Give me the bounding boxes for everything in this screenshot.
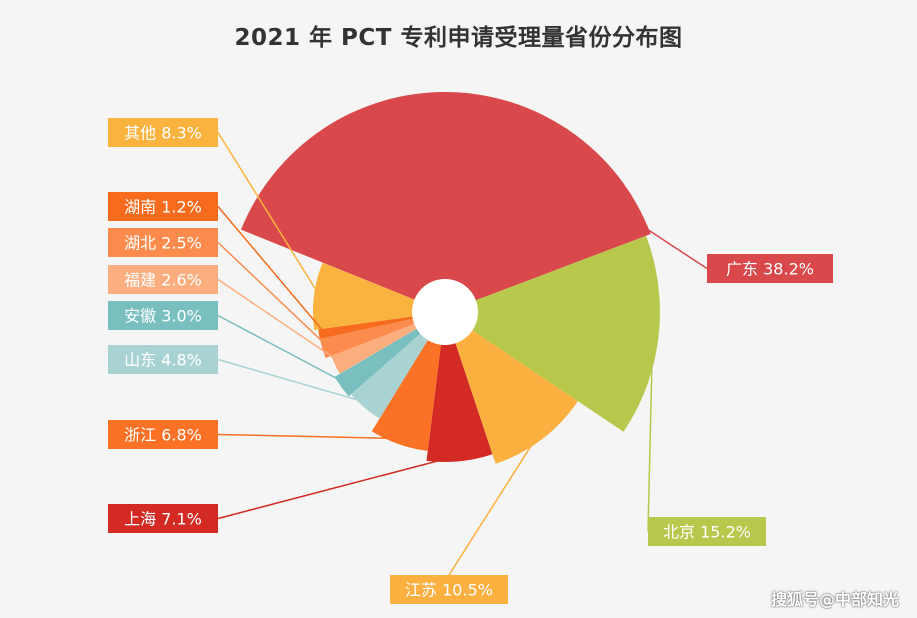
leader-line-上海 — [217, 454, 460, 520]
label-box-安徽 — [108, 301, 218, 330]
leader-line-山东 — [217, 358, 369, 404]
slice-江苏 — [445, 312, 578, 464]
slice-label-上海: 上海 7.1% — [124, 510, 202, 529]
label-box-山东 — [108, 345, 218, 374]
slice-label-江苏: 江苏 10.5% — [405, 581, 493, 600]
slice-北京 — [445, 235, 660, 432]
slice-label-安徽: 安徽 3.0% — [124, 307, 202, 326]
slice-上海 — [426, 312, 493, 463]
watermark: 搜狐号@中部知光 — [770, 590, 899, 609]
slice-label-北京: 北京 15.2% — [663, 523, 751, 542]
slice-label-山东: 山东 4.8% — [124, 351, 202, 370]
leader-line-江苏 — [448, 434, 539, 576]
leader-line-广东 — [446, 97, 708, 270]
label-box-其他 — [108, 118, 218, 147]
label-box-浙江 — [108, 420, 218, 449]
leader-line-安徽 — [217, 314, 347, 385]
leader-line-浙江 — [217, 433, 401, 440]
slice-label-湖北: 湖北 2.5% — [124, 234, 202, 253]
slice-label-广东: 广东 38.2% — [726, 260, 814, 279]
slice-山东 — [351, 312, 445, 419]
label-box-福建 — [108, 265, 218, 294]
label-box-北京 — [648, 517, 766, 546]
leader-line-北京 — [647, 335, 654, 532]
label-box-湖北 — [108, 228, 218, 257]
slice-label-湖南: 湖南 1.2% — [124, 198, 202, 217]
leader-line-湖北 — [217, 241, 329, 348]
label-box-江苏 — [390, 575, 508, 604]
slice-安徽 — [334, 312, 445, 397]
slice-label-其他: 其他 8.3% — [124, 124, 202, 143]
leader-line-福建 — [217, 278, 341, 364]
slice-label-浙江: 浙江 6.8% — [124, 426, 202, 445]
slice-label-福建: 福建 2.6% — [124, 271, 202, 290]
slice-浙江 — [371, 312, 445, 451]
leader-line-其他 — [217, 132, 321, 297]
label-box-上海 — [108, 504, 218, 533]
slice-广东 — [241, 91, 651, 312]
chart-title: 2021 年 PCT 专利申请受理量省份分布图 — [234, 25, 683, 51]
label-box-湖南 — [108, 192, 218, 221]
leader-line-湖南 — [217, 206, 326, 334]
label-box-广东 — [707, 254, 833, 283]
slice-湖北 — [319, 312, 445, 359]
center-hole — [412, 279, 478, 345]
slice-其他 — [312, 262, 445, 330]
